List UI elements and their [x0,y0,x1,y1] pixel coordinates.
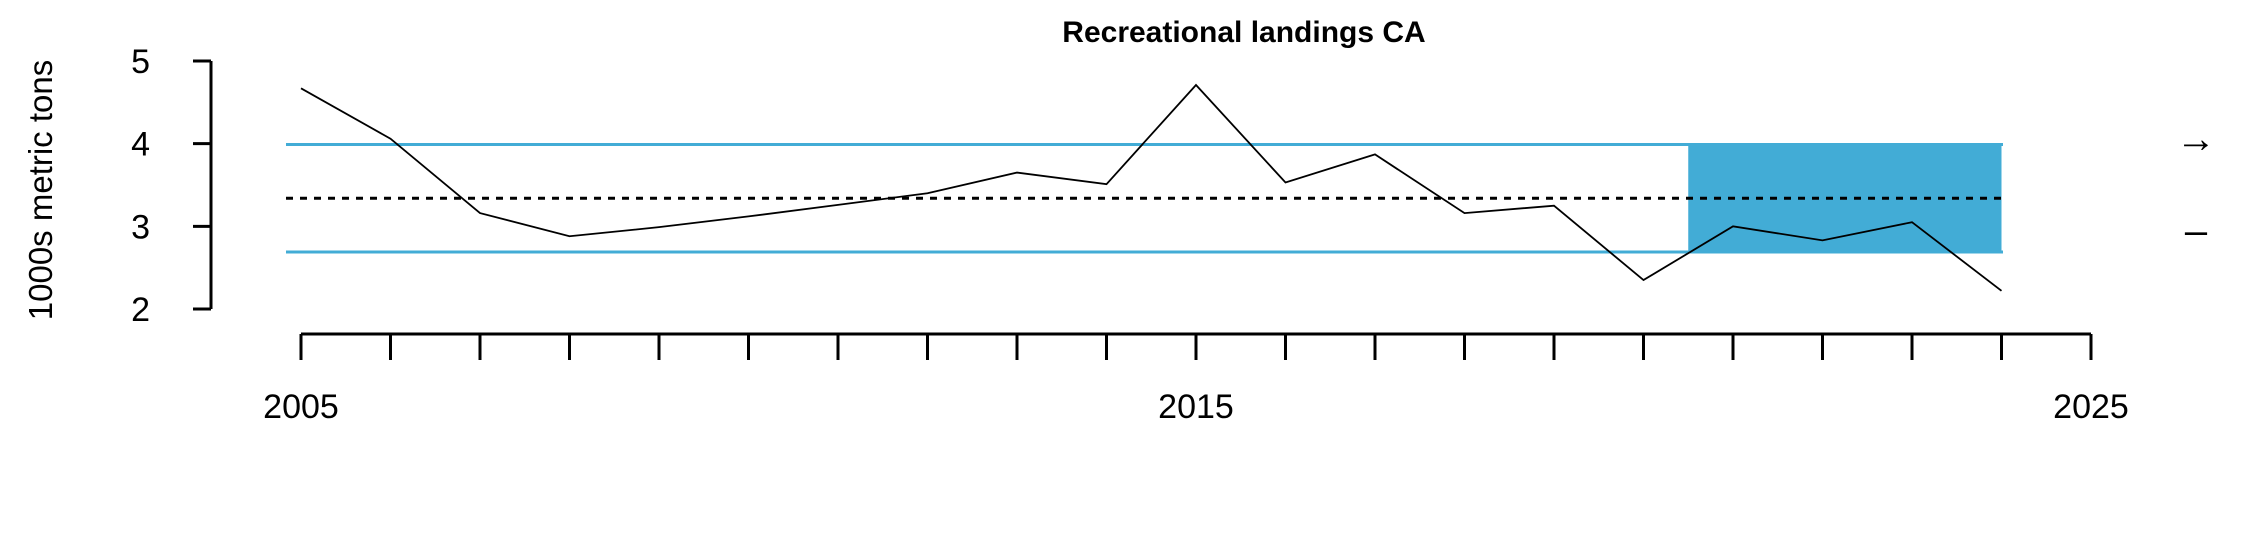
y-ticks: 2 3 4 5 [131,43,211,329]
chart-title: Recreational landings CA [1062,16,1425,49]
trend-arrow-icon: → [2176,117,2216,161]
y-tick-label: 5 [131,43,150,81]
mean-status-symbol: – [2185,209,2208,253]
x-ticks: 2005 2015 2025 [263,334,2129,426]
x-tick-label: 2015 [1158,388,1234,426]
y-tick-label: 2 [131,291,150,329]
y-tick-label: 4 [131,126,150,164]
data-series-line [300,83,2003,292]
y-tick-label: 3 [131,208,150,246]
x-tick-label: 2005 [263,388,339,426]
x-tick-label: 2025 [2053,388,2129,426]
y-axis-label: 1000s metric tons [22,60,59,320]
